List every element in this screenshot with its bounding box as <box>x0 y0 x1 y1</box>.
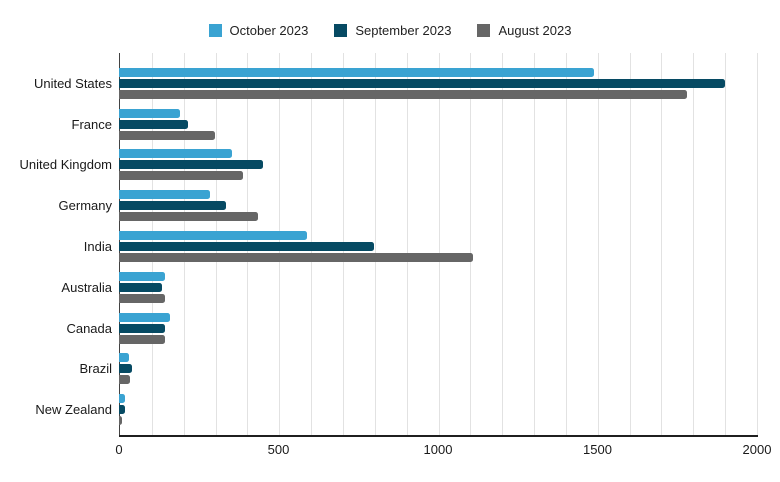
bar-india-september-2023 <box>119 242 375 252</box>
bar-france-october-2023 <box>119 108 180 118</box>
bar-germany-september-2023 <box>119 201 226 211</box>
bar-canada-october-2023 <box>119 312 171 322</box>
bar-canada-september-2023 <box>119 323 166 333</box>
category-label-germany: Germany <box>58 198 112 214</box>
bar-germany-october-2023 <box>119 190 210 200</box>
bar-united-states-august-2023 <box>119 89 687 99</box>
bar-united-states-october-2023 <box>119 67 595 77</box>
legend-item-august-2023: August 2023 <box>477 23 571 38</box>
legend-label: September 2023 <box>355 22 452 38</box>
gridline-800 <box>374 53 376 437</box>
gridline-1600 <box>629 53 631 437</box>
gridline-2000 <box>757 53 758 437</box>
gridline-1900 <box>725 53 727 437</box>
bar-group-india <box>119 226 757 267</box>
bar-australia-september-2023 <box>119 282 163 292</box>
bar-brazil-september-2023 <box>119 364 132 374</box>
category-label-france: France <box>71 116 112 132</box>
bar-india-august-2023 <box>119 253 474 263</box>
bar-group-united-states <box>119 63 757 104</box>
category-label-united-states: United States <box>33 75 112 91</box>
bar-new-zealand-september-2023 <box>119 405 125 415</box>
legend-item-october-2023: October 2023 <box>208 22 309 38</box>
legend-swatch-icon <box>477 23 491 37</box>
bar-group-new-zealand <box>119 389 757 430</box>
gridline-1000 <box>438 53 440 437</box>
legend-label: October 2023 <box>229 22 309 38</box>
bar-group-united-kingdom <box>119 145 757 186</box>
bar-canada-august-2023 <box>119 334 166 344</box>
category-label-australia: Australia <box>61 279 112 295</box>
bar-brazil-august-2023 <box>119 375 131 385</box>
bar-india-october-2023 <box>119 231 308 241</box>
legend-item-september-2023: September 2023 <box>334 23 451 38</box>
bar-germany-august-2023 <box>119 212 258 222</box>
bar-group-australia <box>119 267 757 308</box>
bar-france-september-2023 <box>119 119 188 129</box>
bar-united-kingdom-october-2023 <box>119 149 233 159</box>
bar-group-canada <box>119 308 757 349</box>
x-tick-label-1500: 1500 <box>583 442 612 457</box>
gridline-1800 <box>693 53 695 437</box>
bar-brazil-october-2023 <box>119 353 129 363</box>
x-tick-label-1000: 1000 <box>423 442 453 457</box>
bar-new-zealand-august-2023 <box>119 416 122 426</box>
gridline-1400 <box>565 53 567 437</box>
gridline-1700 <box>661 53 663 437</box>
bar-group-germany <box>119 185 757 226</box>
x-tick-label-500: 500 <box>267 442 290 457</box>
x-tick-label-0: 0 <box>115 442 123 457</box>
bar-united-kingdom-august-2023 <box>119 171 244 181</box>
category-axis-labels: United States France United Kingdom Germany… <box>0 63 113 430</box>
bar-group-france <box>119 104 757 145</box>
gridline-900 <box>406 53 408 437</box>
category-label-new-zealand: New Zealand <box>35 402 112 418</box>
x-axis-line <box>119 435 758 437</box>
x-tick-label-2000: 2000 <box>742 442 772 457</box>
gridline-1100 <box>470 53 472 437</box>
bar-united-states-september-2023 <box>119 78 726 88</box>
gridline-1500 <box>597 53 599 437</box>
chart-legend: October 2023 September 2023 August 2023 <box>0 22 780 38</box>
legend-swatch-icon <box>208 23 222 37</box>
category-label-canada: Canada <box>66 320 112 336</box>
bar-australia-august-2023 <box>119 293 166 303</box>
gridline-1200 <box>502 53 504 437</box>
category-label-brazil: Brazil <box>79 361 112 377</box>
bar-new-zealand-october-2023 <box>119 394 126 404</box>
legend-label: August 2023 <box>498 22 572 38</box>
bar-group-brazil <box>119 348 757 389</box>
gridline-1300 <box>534 53 536 437</box>
bar-australia-october-2023 <box>119 271 166 281</box>
legend-swatch-icon <box>334 23 348 37</box>
category-label-united-kingdom: United Kingdom <box>19 157 113 173</box>
bar-groups <box>119 63 757 430</box>
category-label-india: India <box>83 239 112 255</box>
bar-united-kingdom-september-2023 <box>119 160 263 170</box>
bar-france-august-2023 <box>119 130 215 140</box>
